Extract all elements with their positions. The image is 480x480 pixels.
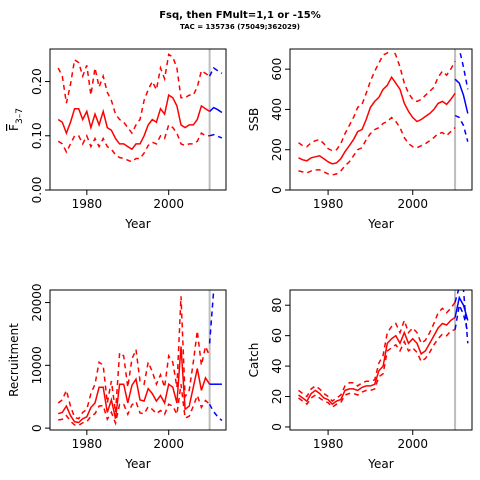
recruitment-series-group bbox=[57, 290, 223, 427]
recruitment-ytick-label: 20000 bbox=[30, 283, 44, 321]
catch-series-group bbox=[298, 290, 469, 409]
ssb-forecast-upper-line bbox=[457, 49, 469, 90]
ssb-ytick-label: 200 bbox=[270, 138, 284, 161]
fbar-historic-median-line bbox=[57, 93, 211, 151]
recruitment-historic-lower-line bbox=[58, 384, 211, 427]
fbar-series-group bbox=[57, 53, 223, 163]
fbar-ylabel: F3–7 bbox=[7, 108, 25, 131]
panel-fbar: 1980 2000 0.00 0.10 0.20 Year F3–7 bbox=[7, 48, 227, 231]
panel-ssb: 1980 2000 0 200 400 600 Year SSB bbox=[247, 48, 473, 231]
ssb-xtick-label: 1980 bbox=[313, 197, 344, 211]
ssb-historic-upper-line bbox=[298, 49, 456, 152]
catch-ytick-label: 20 bbox=[270, 389, 284, 404]
recruitment-xtick-label: 1980 bbox=[72, 437, 103, 451]
recruitment-ylabel: Recruitment bbox=[7, 323, 21, 397]
catch-ytick-label: 40 bbox=[270, 358, 284, 373]
catch-xtick-label: 1980 bbox=[313, 437, 344, 451]
catch-forecast-lower-line bbox=[454, 302, 469, 333]
recruitment-ytick-label: 10000 bbox=[30, 346, 44, 384]
figure-title: Fsq, then FMult=1,1 or -15% bbox=[159, 10, 321, 21]
fbar-forecast-lower-line bbox=[209, 133, 223, 139]
fbar-forecast-median-line bbox=[209, 106, 223, 114]
fbar-xlabel: Year bbox=[124, 217, 150, 231]
ssb-forecast-lower-line bbox=[454, 114, 469, 142]
fbar-xtick-label: 2000 bbox=[153, 197, 184, 211]
recruitment-forecast-lower-line bbox=[208, 403, 223, 422]
catch-xlabel: Year bbox=[367, 457, 393, 471]
fbar-ytick-label: 0.00 bbox=[30, 177, 44, 204]
fbar-ylabel-main: F bbox=[7, 124, 21, 131]
panel-catch: 1980 2000 0 20 40 60 80 Year Catch bbox=[247, 289, 473, 471]
fbar-ylabel-sub: 3–7 bbox=[15, 108, 25, 124]
catch-forecast-upper-line bbox=[454, 290, 469, 344]
ssb-ytick-label: 400 bbox=[270, 98, 284, 121]
fbar-forecast-upper-line bbox=[208, 66, 223, 77]
ssb-historic-median-line bbox=[298, 75, 456, 165]
ssb-ytick-label: 600 bbox=[270, 58, 284, 81]
fbar-historic-upper-line bbox=[57, 53, 211, 135]
ssb-ylabel: SSB bbox=[247, 108, 261, 131]
fbar-xtick-label: 1980 bbox=[72, 197, 103, 211]
recruitment-forecast-upper-line bbox=[208, 290, 215, 344]
fbar-ytick-label: 0.20 bbox=[30, 68, 44, 95]
catch-historic-upper-line bbox=[298, 301, 456, 403]
recruitment-xtick-label: 2000 bbox=[153, 437, 184, 451]
ssb-xlabel: Year bbox=[367, 217, 393, 231]
ssb-historic-lower-line bbox=[298, 116, 456, 176]
recruitment-xlabel: Year bbox=[124, 457, 150, 471]
catch-historic-median-line bbox=[298, 316, 456, 406]
catch-ylabel: Catch bbox=[247, 343, 261, 378]
catch-ytick-label: 80 bbox=[270, 298, 284, 313]
recruitment-frame bbox=[49, 289, 227, 431]
ssb-forecast-median-line bbox=[454, 78, 469, 114]
fbar-historic-lower-line bbox=[57, 123, 210, 163]
catch-ytick-label: 60 bbox=[270, 328, 284, 343]
catch-forecast-median-line bbox=[454, 295, 469, 321]
fbar-ytick-label: 0.10 bbox=[30, 122, 44, 149]
catch-frame bbox=[289, 289, 473, 431]
ssb-frame bbox=[289, 48, 473, 191]
catch-historic-lower-line bbox=[298, 328, 456, 409]
figure-subtitle: TAC = 135736 (75049;362029) bbox=[180, 23, 300, 31]
catch-xtick-label: 2000 bbox=[397, 437, 428, 451]
ssb-ytick-label: 0 bbox=[270, 186, 284, 194]
recruitment-historic-upper-line bbox=[57, 296, 211, 420]
fbar-frame bbox=[49, 48, 227, 191]
ssb-series-group bbox=[298, 49, 469, 176]
recruitment-ytick-label: 0 bbox=[30, 424, 44, 432]
catch-ytick-label: 0 bbox=[270, 423, 284, 431]
recruitment-historic-median-line bbox=[57, 346, 211, 424]
ssb-xtick-label: 2000 bbox=[397, 197, 428, 211]
